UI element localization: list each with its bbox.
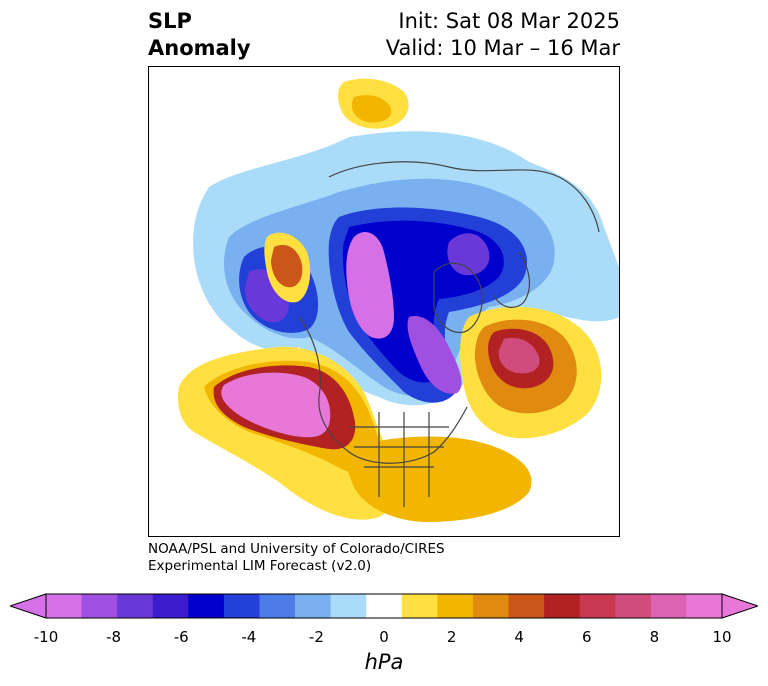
colorbar-segment — [152, 594, 189, 618]
pos-atlantic-core — [498, 337, 540, 374]
pos-alaska-red — [271, 245, 303, 288]
colorbar-tick-label: 2 — [446, 628, 457, 646]
colorbar-segment — [437, 594, 474, 618]
colorbar-tick-label: -8 — [106, 628, 122, 646]
colorbar-segment — [330, 594, 367, 618]
colorbar-segment — [117, 594, 154, 618]
colorbar-segment — [472, 594, 510, 618]
colorbar-tick-label: 8 — [649, 628, 660, 646]
neg-extreme-pole — [346, 232, 394, 339]
credit-line-2: Experimental LIM Forecast (v2.0) — [148, 558, 372, 574]
colorbar-segment — [46, 594, 83, 618]
pos-usa-mid — [346, 436, 532, 522]
colorbar-segment — [188, 594, 225, 618]
positive-anomaly-field — [177, 78, 602, 522]
map-title: SLP Anomaly — [148, 8, 251, 62]
colorbar-tick-label: 0 — [379, 628, 389, 646]
colorbar-segment — [401, 594, 438, 618]
colorbar-left-arrow — [10, 593, 47, 619]
init-date: Init: Sat 08 Mar 2025 — [398, 9, 620, 33]
pos-siberia-mid — [351, 95, 392, 123]
colorbar — [10, 593, 758, 619]
colorbar-segment — [295, 594, 332, 618]
colorbar-tick-label: 4 — [514, 628, 524, 646]
greenland-coast — [433, 262, 483, 334]
colorbar-unit: hPa — [364, 650, 404, 674]
colorbar-segment — [544, 594, 581, 618]
eurasia-coast — [328, 161, 600, 233]
colorbar-segment — [686, 594, 723, 618]
north-america-coast — [298, 316, 468, 464]
colorbar-tick-label: 10 — [712, 628, 732, 646]
valid-range: Valid: 10 Mar – 16 Mar — [385, 36, 620, 60]
neg-extreme-eurasia — [447, 233, 490, 276]
title-line-2: Anomaly — [148, 36, 251, 60]
colorbar-segment — [579, 594, 616, 618]
pos-pacific-core — [221, 372, 331, 438]
colorbar-right-arrow — [721, 593, 758, 619]
colorbar-segment — [615, 594, 652, 618]
colorbar-segment — [259, 594, 296, 618]
title-line-1: SLP — [148, 9, 192, 33]
us-states-grid — [349, 412, 449, 507]
anomaly-map — [148, 66, 620, 537]
colorbar-segment — [650, 594, 687, 618]
credit-text: NOAA/PSL and University of Colorado/CIRE… — [148, 541, 445, 575]
colorbar-tick-label: -2 — [308, 628, 324, 646]
europe-coast — [493, 251, 531, 308]
map-svg — [177, 78, 619, 522]
forecast-dates: Init: Sat 08 Mar 2025 Valid: 10 Mar – 16… — [386, 8, 620, 62]
credit-line-1: NOAA/PSL and University of Colorado/CIRE… — [148, 541, 445, 557]
colorbar-tick-label: 6 — [582, 628, 592, 646]
colorbar-segment — [81, 594, 118, 618]
colorbar-tick-label: -10 — [33, 628, 59, 646]
neg-extreme-hudson — [407, 316, 462, 394]
colorbar-segment — [366, 594, 403, 618]
coastlines — [298, 161, 600, 507]
negative-anomaly-field — [193, 131, 619, 406]
colorbar-segment — [223, 594, 260, 618]
colorbar-segment — [508, 594, 545, 618]
colorbar-tick-label: -6 — [173, 628, 189, 646]
colorbar-tick-label: -4 — [241, 628, 257, 646]
colorbar-segments — [45, 593, 723, 619]
